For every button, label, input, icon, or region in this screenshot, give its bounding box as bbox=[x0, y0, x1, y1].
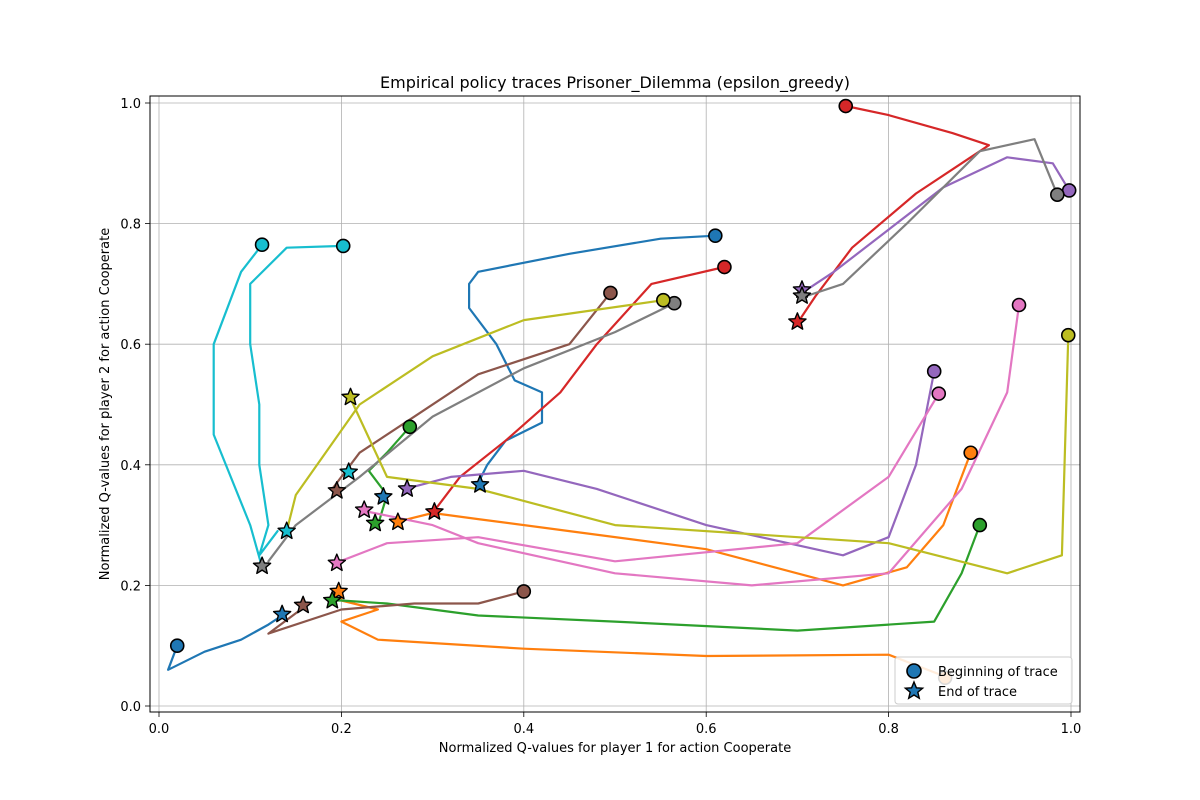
start-marker bbox=[335, 238, 351, 254]
trace-line bbox=[340, 590, 945, 677]
start-marker bbox=[603, 285, 618, 301]
y-tick-label: 1.0 bbox=[120, 97, 141, 112]
start-marker bbox=[708, 228, 723, 243]
trace-line bbox=[212, 243, 264, 569]
start-marker bbox=[254, 237, 270, 253]
end-marker bbox=[388, 512, 408, 531]
end-marker bbox=[327, 481, 347, 499]
trace-line bbox=[285, 299, 665, 533]
end-marker bbox=[425, 502, 444, 520]
start-marker bbox=[1050, 187, 1065, 202]
x-tick-label: 1.0 bbox=[1061, 722, 1082, 737]
end-marker bbox=[374, 487, 393, 505]
start-marker bbox=[931, 386, 947, 401]
x-tick-label: 0.0 bbox=[149, 722, 170, 737]
trace-line bbox=[331, 524, 981, 632]
start-marker bbox=[838, 98, 854, 114]
y-tick-label: 0.2 bbox=[120, 579, 141, 594]
end-marker bbox=[470, 475, 490, 493]
start-marker bbox=[402, 419, 418, 435]
trace-line bbox=[349, 334, 1070, 575]
start-marker bbox=[1060, 327, 1076, 343]
plot-area-frame bbox=[149, 95, 1081, 713]
start-marker bbox=[717, 259, 732, 275]
start-marker bbox=[926, 364, 942, 379]
end-marker bbox=[293, 595, 313, 614]
end-marker bbox=[329, 581, 348, 600]
end-marker bbox=[397, 479, 417, 497]
legend-box bbox=[894, 656, 1073, 705]
end-marker bbox=[277, 521, 296, 540]
end-marker bbox=[365, 513, 385, 532]
end-marker bbox=[788, 312, 807, 330]
end-marker bbox=[252, 556, 272, 575]
y-tick-label: 0.6 bbox=[120, 338, 141, 353]
grid bbox=[150, 96, 1080, 712]
trace-line bbox=[249, 244, 345, 557]
start-marker bbox=[169, 638, 185, 654]
x-tick-label: 0.4 bbox=[513, 722, 534, 737]
x-axis-ticks: 0.0 0.2 0.4 0.6 0.8 1.0 bbox=[149, 712, 1082, 737]
x-tick-label: 0.6 bbox=[696, 722, 717, 737]
trace-lines bbox=[167, 104, 1071, 677]
x-tick-label: 0.2 bbox=[331, 722, 352, 737]
start-marker bbox=[1061, 183, 1077, 198]
end-marker bbox=[792, 286, 812, 304]
trace-line bbox=[367, 425, 411, 527]
trace-line bbox=[805, 138, 1059, 298]
trace-line bbox=[167, 614, 284, 671]
legend-circle-marker bbox=[906, 663, 922, 679]
end-marker bbox=[339, 462, 358, 480]
trace-line bbox=[267, 590, 525, 635]
start-marker bbox=[1011, 297, 1027, 313]
trace-line bbox=[331, 392, 940, 566]
end-marker bbox=[272, 604, 292, 623]
chart-title: Empirical policy traces Prisoner_Dilemma… bbox=[380, 73, 850, 93]
trace-line bbox=[796, 104, 990, 325]
legend-end-label: End of trace bbox=[938, 685, 1017, 700]
trace-line bbox=[267, 302, 676, 563]
start-marker bbox=[972, 517, 988, 533]
y-tick-label: 0.8 bbox=[120, 218, 141, 233]
end-marker bbox=[341, 387, 360, 406]
y-axis-ticks: 0.0 0.2 0.4 0.6 0.8 1.0 bbox=[120, 97, 150, 715]
legend: Beginning of trace End of trace bbox=[894, 656, 1073, 705]
x-axis-label: Normalized Q-values for player 1 for act… bbox=[439, 741, 791, 756]
legend-start-label: Beginning of trace bbox=[938, 665, 1058, 680]
start-marker bbox=[516, 584, 532, 599]
trace-line bbox=[404, 370, 936, 557]
trace-line bbox=[331, 291, 612, 490]
x-tick-label: 0.8 bbox=[878, 722, 899, 737]
y-tick-label: 0.0 bbox=[120, 700, 141, 715]
end-marker bbox=[327, 553, 347, 572]
y-axis-label: Normalized Q-values for player 2 for act… bbox=[98, 228, 113, 580]
trace-line bbox=[358, 303, 1021, 587]
start-marker bbox=[963, 445, 978, 461]
start-marker bbox=[656, 292, 671, 308]
trace-markers bbox=[169, 98, 1077, 685]
trace-line bbox=[395, 451, 972, 587]
y-tick-label: 0.4 bbox=[120, 459, 141, 474]
legend-star-marker bbox=[903, 680, 925, 700]
end-marker bbox=[323, 590, 342, 609]
end-marker bbox=[354, 500, 374, 518]
